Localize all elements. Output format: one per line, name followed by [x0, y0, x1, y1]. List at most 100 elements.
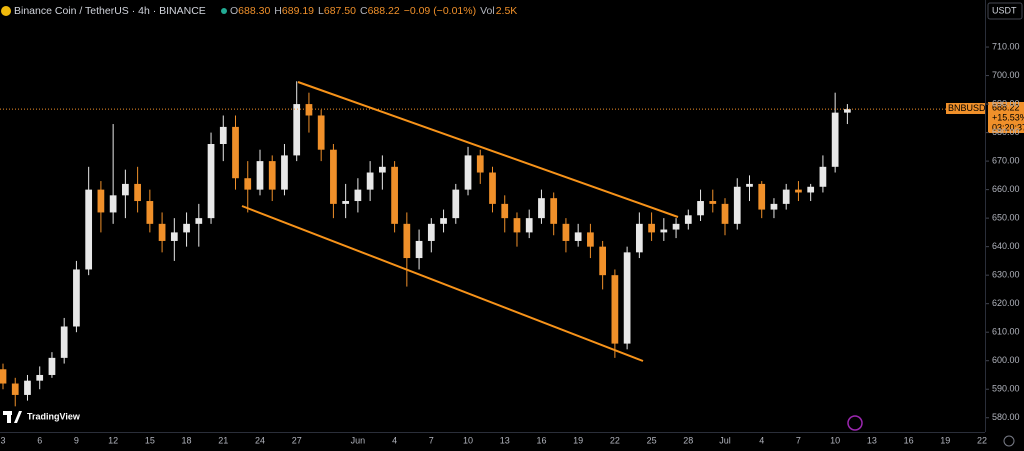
- candle-body: [648, 223, 655, 233]
- currency-label: USDT: [992, 5, 1017, 15]
- x-tick-label: 13: [500, 435, 510, 445]
- x-tick-label: 25: [647, 435, 657, 445]
- channel-lower-line: [241, 205, 644, 362]
- candle-body: [207, 144, 215, 219]
- alert-icon[interactable]: [847, 415, 863, 431]
- candle-body: [464, 155, 472, 190]
- x-tick-label: Jun: [351, 435, 366, 445]
- y-tick-label: 710.00: [992, 41, 1020, 51]
- candle-body: [293, 104, 301, 156]
- ohlc-change: −0.09 (−0.01%): [404, 5, 476, 17]
- candle-body: [746, 183, 753, 187]
- price-tag-change: +15.53%: [992, 112, 1024, 122]
- candle-body: [36, 374, 44, 381]
- x-tick-label: 18: [182, 435, 192, 445]
- logo-text: TradingView: [27, 411, 81, 421]
- y-tick-label: 670.00: [992, 155, 1020, 165]
- candle-body: [562, 223, 570, 241]
- y-tick-label: 590.00: [992, 384, 1020, 394]
- candle-body: [831, 112, 839, 167]
- currency-button[interactable]: [987, 2, 1023, 20]
- volume-key: Vol: [480, 5, 495, 17]
- candle-body: [281, 155, 288, 190]
- candle-body: [697, 201, 704, 216]
- ohlc-key: H: [274, 5, 282, 17]
- candle-body: [330, 149, 337, 204]
- candle-body: [672, 223, 680, 230]
- ohlc-value: 689.19: [282, 5, 314, 17]
- y-tick-label: 680.00: [992, 127, 1020, 137]
- candle-body: [660, 229, 668, 233]
- candle-body: [599, 246, 607, 276]
- candle-body: [452, 189, 460, 219]
- candle-body: [354, 189, 362, 202]
- y-tick-label: 580.00: [992, 412, 1020, 422]
- candle-body: [305, 104, 313, 116]
- candle-body: [366, 172, 374, 190]
- x-tick-label: 12: [108, 435, 118, 445]
- price-tag-price: 688.22: [992, 102, 1020, 112]
- market-status-dot: [221, 8, 227, 14]
- x-tick-label: 7: [796, 435, 801, 445]
- candle-body: [391, 166, 398, 224]
- candle-body: [538, 198, 545, 219]
- candle-body: [134, 183, 141, 202]
- candle-body: [183, 223, 190, 233]
- y-tick-label: 610.00: [992, 327, 1020, 337]
- x-tick-label: 10: [463, 435, 473, 445]
- x-tick-label: 22: [610, 435, 620, 445]
- x-tick-label: 21: [218, 435, 228, 445]
- ohlc-key: L: [318, 5, 324, 17]
- x-tick-label: 28: [683, 435, 693, 445]
- symbol-tag-label: BNBUSDT: [948, 103, 992, 113]
- logo-mark: [7, 411, 11, 423]
- candle-body: [195, 218, 203, 224]
- candle-body: [440, 218, 447, 224]
- ohlc-key: C: [360, 5, 368, 17]
- candle-body: [489, 172, 496, 204]
- candle-body: [415, 240, 423, 259]
- candle-body: [48, 357, 56, 375]
- x-tick-label: 3: [0, 435, 5, 445]
- candle-body: [85, 189, 93, 270]
- x-tick-label: 4: [392, 435, 397, 445]
- candle-body: [733, 186, 741, 224]
- x-tick-label: 16: [536, 435, 546, 445]
- candle-body: [709, 201, 717, 204]
- candle-body: [73, 269, 80, 327]
- candle-body: [513, 218, 521, 233]
- x-tick-label: 24: [255, 435, 265, 445]
- candle-body: [317, 115, 325, 150]
- volume-value: 2.5K: [496, 5, 518, 17]
- x-tick-label: 16: [904, 435, 914, 445]
- candle-body: [721, 203, 729, 224]
- candle-body: [684, 215, 692, 224]
- candle-body: [795, 189, 802, 193]
- candle-body: [819, 166, 827, 187]
- ohlc-value: 688.22: [368, 5, 400, 17]
- y-tick-label: 650.00: [992, 213, 1020, 223]
- logo: TradingView: [3, 411, 81, 423]
- candle-body: [427, 223, 435, 241]
- candle-body: [378, 166, 386, 173]
- candle-body: [587, 232, 594, 247]
- candle-body: [342, 201, 350, 204]
- candle-body: [758, 183, 766, 210]
- x-tick-label: 4: [759, 435, 764, 445]
- candle-body: [24, 380, 31, 395]
- x-tick-label: 10: [830, 435, 840, 445]
- candle-body: [611, 275, 619, 344]
- y-tick-label: 700.00: [992, 70, 1020, 80]
- candle-body: [256, 161, 264, 190]
- candle-body: [97, 189, 105, 213]
- ohlc-value: 688.30: [238, 5, 270, 17]
- candle-body: [525, 218, 533, 233]
- candle-body: [170, 232, 178, 241]
- candle-body: [244, 178, 252, 190]
- y-tick-label: 690.00: [992, 98, 1020, 108]
- x-tick-label: 22: [977, 435, 987, 445]
- y-tick-label: 660.00: [992, 184, 1020, 194]
- settings-icon[interactable]: [1003, 435, 1015, 447]
